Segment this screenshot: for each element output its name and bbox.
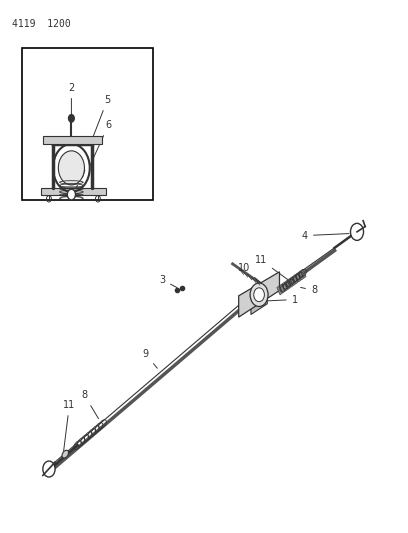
- Text: 5: 5: [93, 95, 110, 138]
- Text: 8: 8: [301, 286, 317, 295]
- Bar: [282, 282, 288, 291]
- Text: 3: 3: [159, 275, 177, 288]
- Bar: [22, 48, 153, 200]
- Bar: [287, 279, 293, 287]
- Bar: [301, 269, 306, 278]
- Text: 9: 9: [143, 350, 157, 368]
- Text: 1: 1: [264, 295, 298, 304]
- Circle shape: [58, 151, 84, 185]
- Polygon shape: [239, 272, 279, 317]
- Circle shape: [67, 189, 75, 200]
- Text: 4119  1200: 4119 1200: [12, 19, 71, 29]
- Text: 11: 11: [63, 400, 75, 451]
- Circle shape: [69, 115, 74, 122]
- Polygon shape: [43, 136, 102, 144]
- Bar: [298, 271, 304, 280]
- Text: 6: 6: [90, 120, 111, 165]
- Text: 2: 2: [68, 83, 75, 116]
- Circle shape: [350, 223, 364, 240]
- Text: 8: 8: [82, 391, 99, 419]
- Circle shape: [43, 461, 55, 477]
- Text: 10: 10: [237, 263, 267, 288]
- Bar: [277, 286, 282, 295]
- Bar: [295, 273, 301, 282]
- Bar: [285, 280, 290, 289]
- Ellipse shape: [62, 450, 69, 458]
- Text: 11: 11: [255, 255, 290, 281]
- Polygon shape: [251, 285, 267, 314]
- Text: 7: 7: [73, 170, 86, 195]
- Text: 4: 4: [302, 231, 349, 240]
- Bar: [293, 275, 298, 284]
- Circle shape: [254, 288, 264, 302]
- Circle shape: [250, 283, 268, 306]
- Polygon shape: [41, 188, 106, 195]
- Bar: [290, 277, 295, 286]
- Bar: [279, 284, 285, 293]
